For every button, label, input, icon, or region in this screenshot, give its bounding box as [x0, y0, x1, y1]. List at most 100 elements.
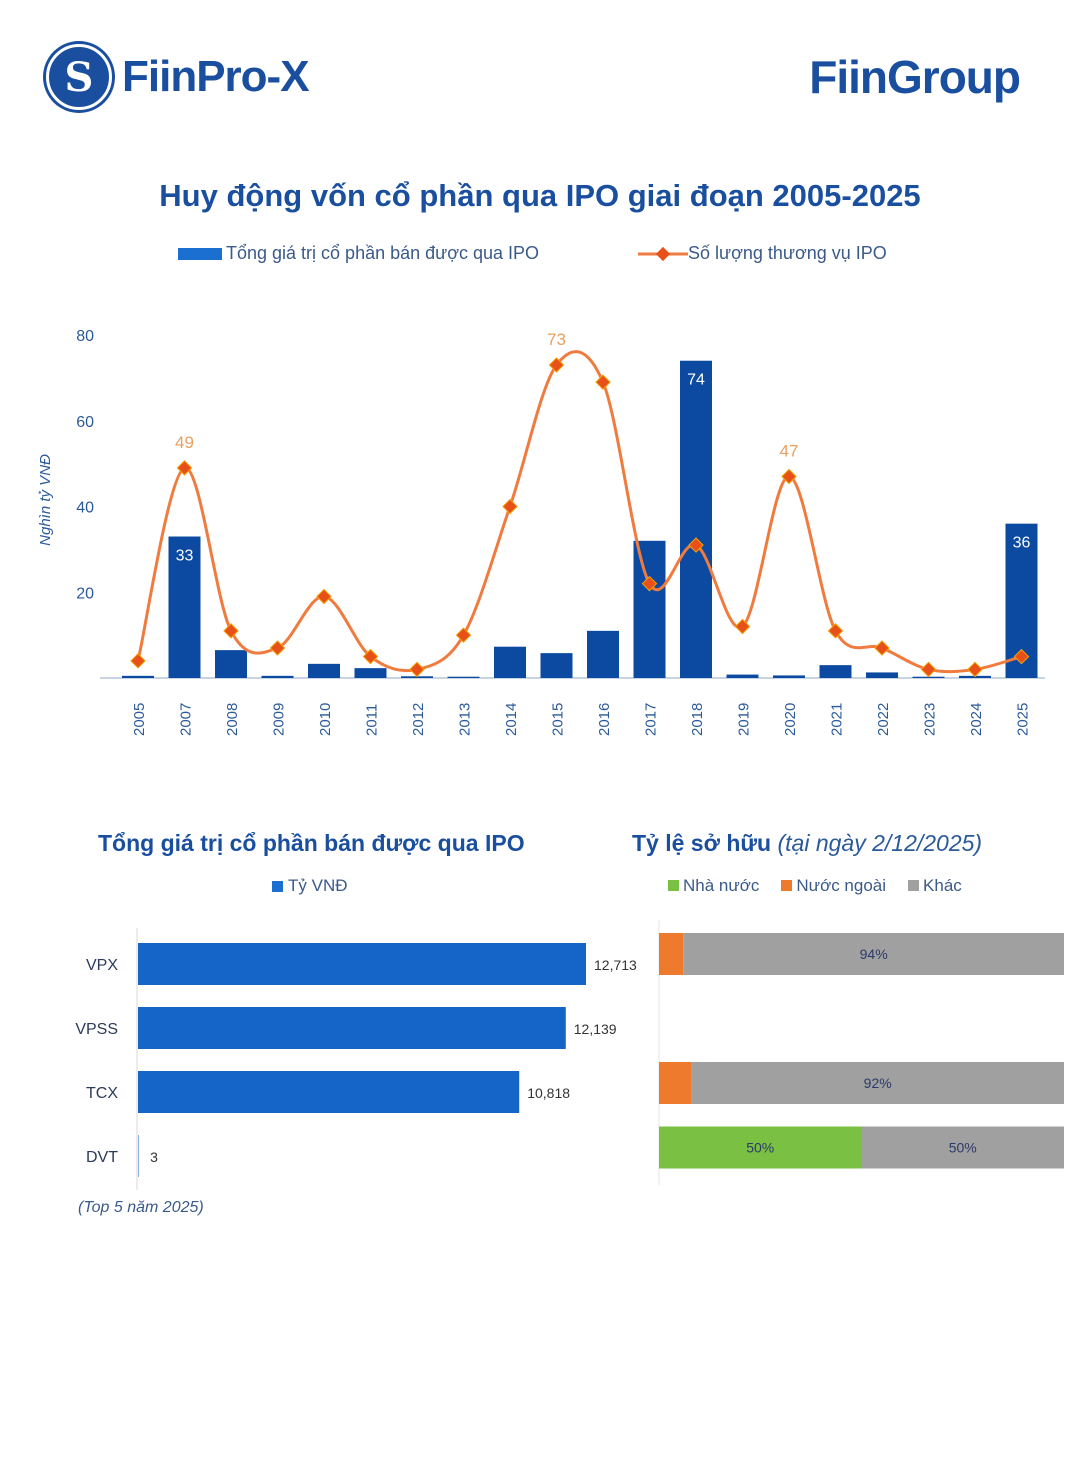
x-tick-label: 2023: [922, 703, 939, 736]
value-label: 3: [150, 1149, 158, 1165]
x-tick-label: 2010: [317, 703, 334, 736]
ownership-title-main: Tỷ lệ sở hữu: [632, 830, 772, 856]
bar-data-label: 74: [687, 372, 705, 389]
x-tick-label: 2012: [410, 703, 427, 736]
bar-2014: [494, 646, 526, 678]
fiingroup-logo: FiinGroup: [809, 51, 1021, 103]
top5-legend-swatch: [272, 880, 283, 892]
line-marker-2012: [409, 661, 425, 678]
line-marker-2008: [223, 623, 239, 639]
bar-2007: [168, 536, 201, 678]
ownership-value-label: 92%: [864, 1075, 892, 1091]
ownership-chart-title: Tỷ lệ sở hữu (tại ngày 2/12/2025): [632, 830, 982, 857]
line-marker-2005: [130, 653, 146, 669]
x-tick-label: 2020: [782, 703, 799, 736]
value-label: 12,139: [574, 1021, 617, 1037]
category-label: VPSS: [75, 1021, 118, 1038]
bar-2020: [773, 675, 805, 678]
bar-2016: [587, 630, 619, 678]
legend-line-swatch: [638, 246, 688, 261]
ownership-segment-VPX: [683, 933, 1064, 975]
bar-2005: [122, 675, 154, 678]
bar-2017: [633, 540, 666, 678]
category-label: DVT: [86, 1149, 118, 1166]
legend-other: Khác: [908, 876, 962, 896]
line-data-label: 47: [780, 441, 799, 460]
ownership-title-note: (tại ngày 2/12/2025): [777, 830, 983, 856]
line-marker-2015: [548, 357, 565, 373]
bar-DVT: [138, 1135, 139, 1177]
legend-bar: Tổng giá trị cổ phần bán được qua IPO: [178, 243, 539, 264]
ownership-segment-TCX: [691, 1062, 1064, 1104]
bar-2013: [447, 676, 480, 678]
bar-2008: [215, 650, 247, 678]
line-marker-2019: [734, 618, 751, 635]
legend-foreign: Nước ngoài: [781, 876, 886, 896]
x-tick-label: 2022: [875, 703, 892, 736]
ownership-segment-DVT: [861, 1126, 1064, 1169]
bar-2021: [819, 665, 852, 678]
x-tick-label: 2017: [643, 703, 660, 736]
x-tick-label: 2018: [689, 703, 706, 736]
fiinpro-x-logo: S FiinPro-X: [46, 44, 310, 110]
top5-legend-label: Tỷ VNĐ: [288, 876, 348, 895]
legend-state: Nhà nước: [668, 876, 759, 896]
x-tick-label: 2011: [364, 704, 381, 736]
bar-VPX: [138, 943, 586, 985]
legend-bar-swatch: [178, 247, 222, 260]
fiinpro-logo-mark: S: [46, 44, 112, 110]
bar-2019: [726, 674, 759, 678]
x-tick-label: 2019: [736, 703, 753, 736]
bar-TCX: [138, 1071, 520, 1113]
value-label: 12,713: [594, 957, 637, 973]
line-marker-2020: [781, 468, 797, 485]
bar-2015: [540, 653, 573, 678]
x-tick-label: 2021: [829, 703, 846, 736]
line-marker-2013: [455, 627, 472, 643]
x-tick-label: 2009: [271, 703, 288, 736]
x-tick-label: 2025: [1015, 703, 1032, 736]
bar-2010: [308, 663, 340, 678]
y-tick-label: 80: [76, 328, 94, 345]
top5-chart: VPX 12,713 VPSS 12,139 TCX 10,818 DVT 3: [75, 928, 637, 1190]
category-label: VPX: [86, 957, 118, 974]
legend-state-label: Nhà nước: [683, 876, 760, 895]
x-tick-label: 2015: [550, 703, 567, 736]
bar-2023: [912, 676, 945, 678]
line-marker-2017: [641, 575, 658, 592]
ownership-value-label: 94%: [860, 946, 888, 962]
bar-2018: [680, 360, 712, 678]
x-tick-label: 2007: [178, 703, 195, 736]
line-data-label: 73: [547, 330, 566, 349]
main-chart-title: Huy động vốn cổ phần qua IPO giai đoạn 2…: [159, 178, 921, 213]
bar-data-label: 33: [176, 548, 194, 565]
x-tick-label: 2008: [224, 703, 241, 736]
bar-VPSS: [138, 1007, 566, 1049]
line-marker-2007: [176, 460, 193, 476]
y-tick-label: 40: [76, 500, 94, 517]
line-marker-2009: [269, 640, 286, 656]
value-label: 10,818: [527, 1085, 570, 1101]
ownership-value-label: 50%: [949, 1140, 977, 1156]
category-label: TCX: [86, 1085, 118, 1102]
line-marker-2014: [502, 498, 518, 515]
ownership-segment-TCX: [659, 1062, 692, 1104]
fiinpro-logo-text: FiinPro-X: [122, 52, 310, 101]
legend-foreign-label: Nước ngoài: [796, 876, 887, 895]
y-axis-label: Nghìn tỷ VNĐ: [37, 454, 54, 546]
ownership-value-label: 50%: [746, 1140, 774, 1156]
top5-chart-title: Tổng giá trị cổ phần bán được qua IPO: [98, 830, 525, 856]
line-marker-2021: [827, 623, 844, 639]
bar-2009: [261, 675, 294, 678]
top5-legend: Tỷ VNĐ: [272, 876, 348, 896]
y-tick-label: 20: [76, 585, 94, 602]
x-tick-label: 2013: [457, 703, 474, 736]
line-marker-2018: [688, 537, 704, 553]
line-marker-2011: [362, 648, 379, 665]
line-marker-2016: [595, 374, 611, 390]
y-tick-label: 60: [76, 414, 94, 431]
ownership-chart: 94% 92% 50% 50%: [658, 920, 1064, 1185]
bar-data-label: 36: [1013, 535, 1031, 552]
line-marker-2023: [920, 661, 937, 678]
legend-bar-label: Tổng giá trị cổ phần bán được qua IPO: [226, 243, 540, 263]
